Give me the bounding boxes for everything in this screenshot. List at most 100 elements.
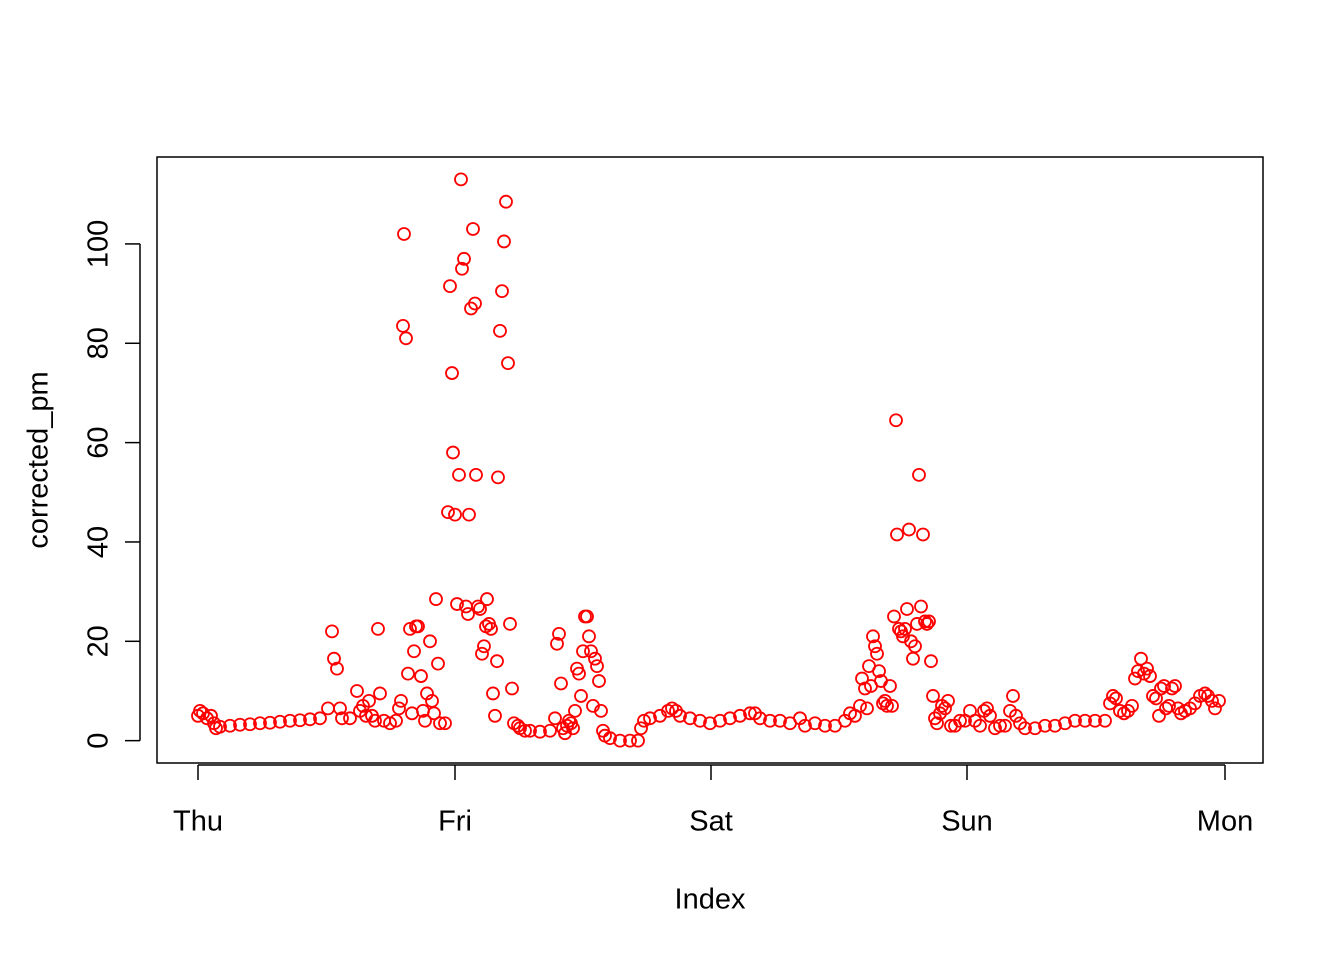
data-point (1125, 698, 1139, 713)
data-point (303, 712, 317, 727)
data-point (518, 723, 532, 738)
data-point (1058, 716, 1072, 731)
data-point (1128, 671, 1142, 686)
data-point (693, 713, 707, 728)
data-point (1168, 679, 1182, 693)
data-point (466, 222, 480, 236)
data-point (533, 724, 547, 739)
data-point (490, 654, 504, 669)
data-point (872, 664, 886, 679)
data-point (576, 644, 590, 659)
data-point (475, 646, 489, 661)
data-point (405, 706, 419, 721)
data-point (473, 602, 487, 616)
data-point (763, 713, 777, 728)
data-point (753, 711, 767, 726)
data-point (983, 708, 997, 723)
data-point (723, 711, 737, 726)
data-point (325, 624, 339, 639)
data-point (918, 614, 932, 629)
data-point (1162, 698, 1176, 713)
data-point (418, 713, 432, 728)
data-point (469, 468, 483, 482)
data-point (968, 713, 982, 728)
data-point (499, 194, 513, 209)
data-point (392, 701, 406, 716)
data-point (713, 713, 727, 728)
data-point (414, 669, 428, 683)
data-point (1006, 689, 1020, 703)
data-point (457, 251, 471, 266)
data-point (594, 703, 608, 718)
data-point (550, 636, 564, 651)
data-point (634, 721, 648, 736)
data-point (383, 716, 397, 731)
data-point (1106, 689, 1120, 703)
data-point (394, 694, 408, 708)
data-point (613, 733, 627, 748)
data-point (371, 621, 385, 636)
data-point (603, 731, 617, 746)
data-point (1183, 701, 1197, 716)
data-point (497, 234, 511, 249)
data-point (454, 172, 468, 187)
data-point (773, 713, 787, 728)
data-point (389, 713, 403, 728)
plot-frame (156, 156, 1264, 764)
data-point (924, 654, 938, 669)
data-point (501, 356, 515, 371)
y-tick-label: 80 (83, 327, 115, 359)
data-point (1009, 708, 1023, 723)
data-point (452, 468, 466, 482)
data-point (411, 619, 425, 634)
data-point (920, 617, 934, 631)
y-axis-title: corrected_pm (23, 371, 55, 548)
data-point (493, 323, 507, 338)
data-point (441, 505, 455, 520)
data-point (993, 718, 1007, 733)
data-point (973, 718, 987, 733)
data-point (343, 711, 357, 726)
data-point (1078, 713, 1092, 728)
data-point (883, 679, 897, 693)
x-tick-label: Sun (941, 806, 993, 838)
data-point (890, 527, 904, 542)
data-point (898, 621, 912, 636)
data-point (590, 659, 604, 674)
data-point (399, 331, 413, 346)
data-point (431, 656, 445, 671)
data-point (880, 698, 894, 713)
data-point (1157, 679, 1171, 693)
data-point (870, 646, 884, 661)
data-point (263, 715, 277, 730)
data-point (433, 716, 447, 731)
data-point (887, 609, 901, 624)
data-point (1212, 694, 1226, 708)
data-point (868, 639, 882, 654)
data-point (505, 681, 519, 696)
data-point (401, 666, 415, 681)
data-point (1198, 686, 1212, 701)
data-point (330, 661, 344, 676)
data-point (350, 684, 364, 698)
data-point (480, 592, 494, 606)
data-point (368, 713, 382, 728)
data-point (900, 602, 914, 616)
data-point (818, 718, 832, 733)
data-point (914, 599, 928, 614)
data-point (908, 639, 922, 654)
y-tick-label: 60 (83, 426, 115, 458)
data-point (953, 713, 967, 728)
data-point (1013, 716, 1027, 731)
data-point (1018, 721, 1032, 736)
data-point (941, 694, 955, 708)
data-point (808, 716, 822, 731)
data-point (858, 681, 872, 696)
data-point (543, 723, 557, 738)
data-point (438, 716, 452, 731)
data-point (574, 689, 588, 703)
y-tick-label: 40 (83, 526, 115, 558)
data-point (1146, 689, 1160, 703)
data-point (926, 689, 940, 703)
